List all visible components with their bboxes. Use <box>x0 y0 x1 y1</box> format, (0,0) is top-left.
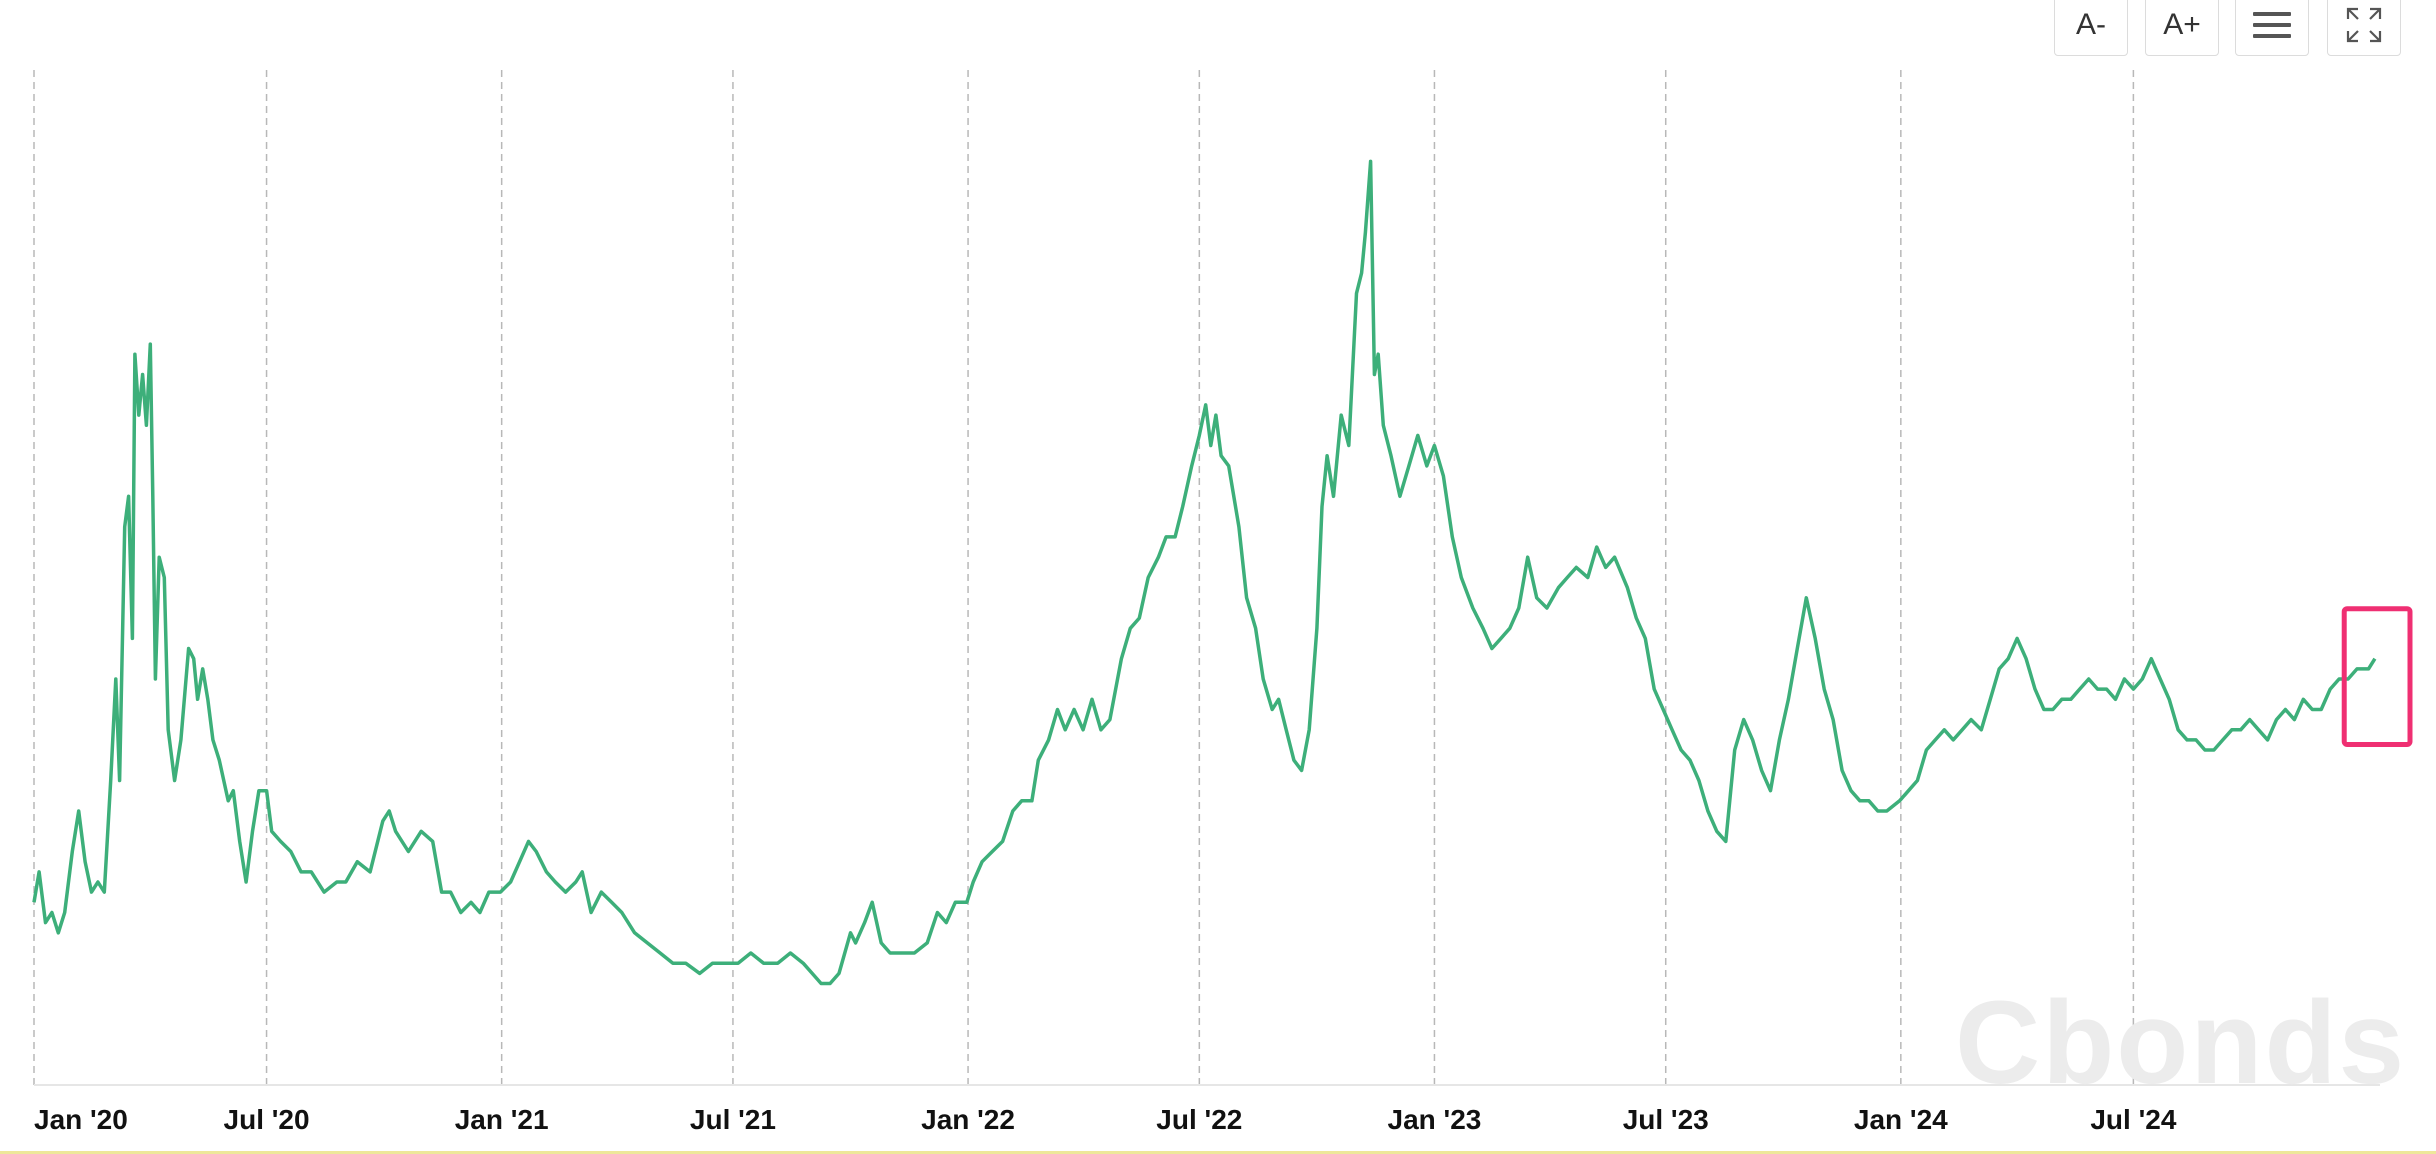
x-tick-label: Jan '24 <box>1854 1104 1948 1135</box>
x-tick-label: Jan '23 <box>1388 1104 1482 1135</box>
decrease-font-button[interactable]: A- <box>2054 0 2128 56</box>
increase-font-button[interactable]: A+ <box>2145 0 2219 56</box>
decrease-font-label: A- <box>2076 8 2106 41</box>
x-tick-label: Jul '22 <box>1156 1104 1242 1135</box>
chart-menu-button[interactable] <box>2235 0 2309 56</box>
increase-font-label: A+ <box>2163 8 2201 41</box>
watermark-logo: Cbonds <box>1955 977 2407 1109</box>
x-tick-label: Jul '24 <box>2090 1104 2176 1135</box>
fullscreen-button[interactable] <box>2327 0 2401 56</box>
series-line <box>32 159 2377 986</box>
x-tick-label: Jul '23 <box>1623 1104 1709 1135</box>
hamburger-menu-icon <box>2253 5 2291 45</box>
x-tick-label: Jan '22 <box>921 1104 1015 1135</box>
x-tick-label: Jan '21 <box>455 1104 549 1135</box>
x-tick-label: Jul '21 <box>690 1104 776 1135</box>
x-axis-ticks: Jan '20 Jul '20 Jan '21 Jul '21 Jan '22 Jul '… <box>34 1104 2177 1135</box>
x-tick-label: Jan '20 <box>34 1104 128 1135</box>
fullscreen-expand-icon <box>2346 7 2382 43</box>
highlight-box <box>2341 606 2413 747</box>
x-tick-label: Jul '20 <box>224 1104 310 1135</box>
vertical-gridlines <box>33 70 2135 1085</box>
bottom-border <box>0 1151 2436 1154</box>
